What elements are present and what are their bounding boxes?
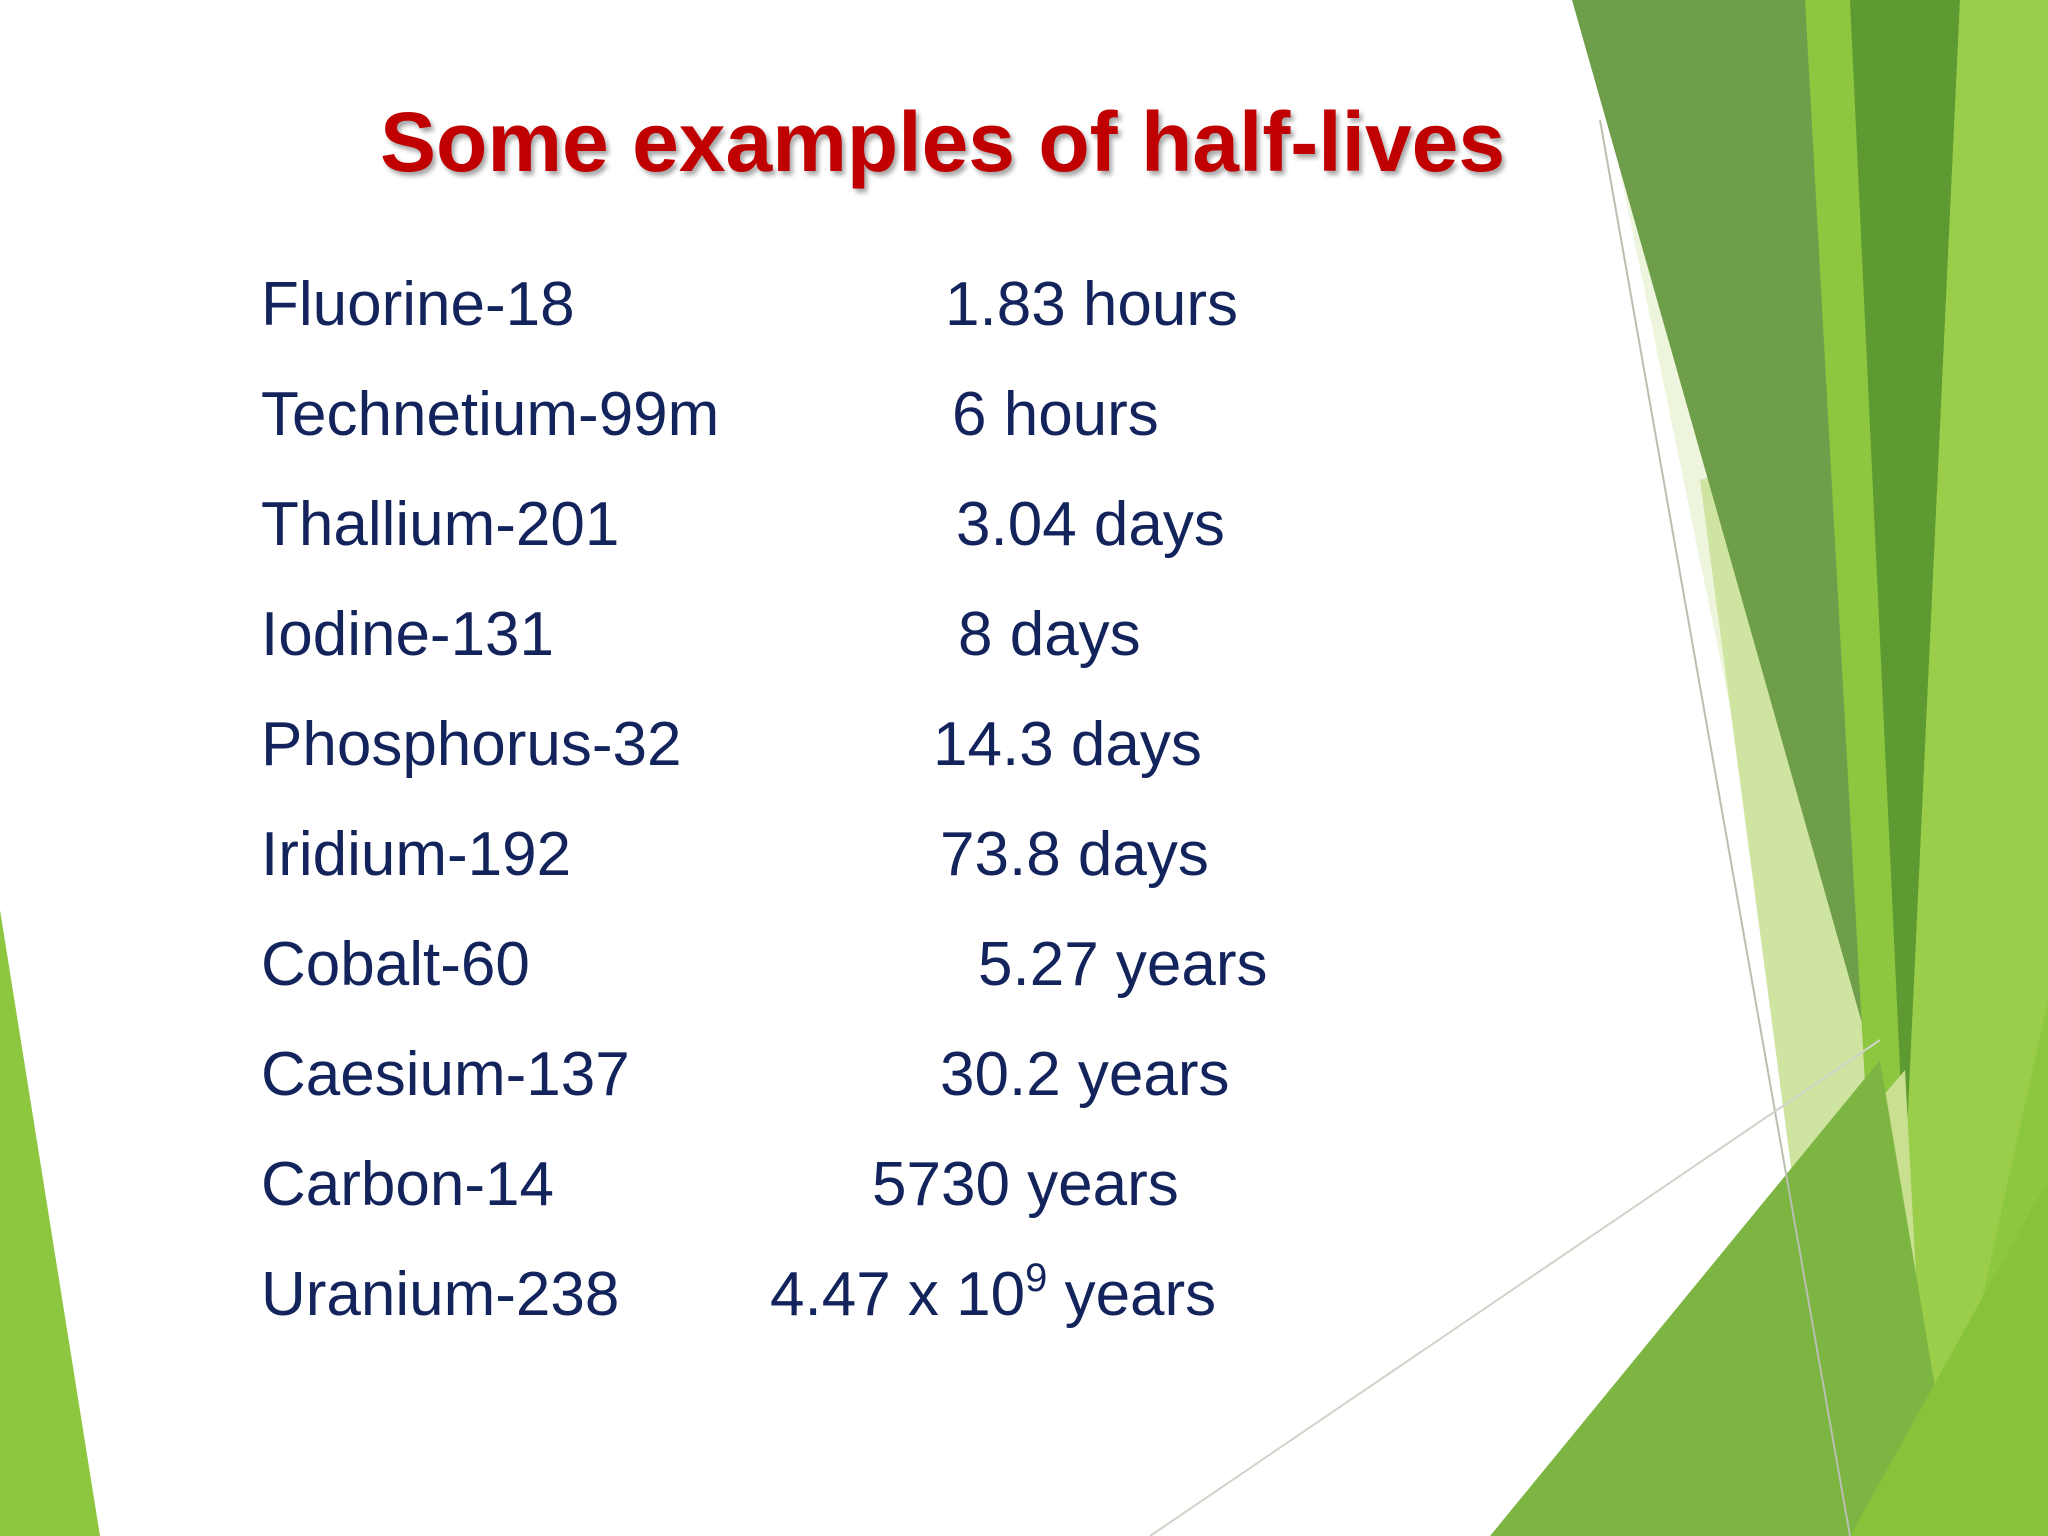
half-life-value: 73.8 days (940, 820, 1209, 889)
half-life-value: 14.3 days (933, 710, 1202, 779)
isotope-name: Fluorine-18 (261, 270, 575, 339)
isotope-name: Thallium-201 (261, 490, 620, 559)
table-row: Uranium-238 4.47 x 109 years (0, 1250, 1400, 1340)
table-row: Thallium-201 3.04 days (0, 480, 1400, 570)
half-life-exponent: 9 (1025, 1256, 1048, 1300)
thin-line-2 (1149, 1039, 1881, 1536)
table-row: Iodine-131 8 days (0, 590, 1400, 680)
isotope-name: Carbon-14 (261, 1150, 554, 1219)
half-life-value: 1.83 hours (945, 270, 1238, 339)
bottom-right-wedge (1850, 1180, 2048, 1536)
table-row: Caesium-137 30.2 years (0, 1030, 1400, 1120)
table-row: Carbon-14 5730 years (0, 1140, 1400, 1230)
half-life-unit: years (1047, 1260, 1217, 1329)
right-lime-strip (1905, 0, 2048, 1536)
bottom-green-wedge (1490, 1060, 1960, 1536)
isotope-name: Iridium-192 (261, 820, 572, 889)
isotope-name: Technetium-99m (261, 380, 720, 449)
table-row: Cobalt-60 5.27 years (0, 920, 1400, 1010)
isotope-name: Uranium-238 (261, 1260, 620, 1329)
half-life-value: 8 days (958, 600, 1141, 669)
isotope-name: Phosphorus-32 (261, 710, 682, 779)
thin-line-1 (1599, 119, 1851, 1536)
slide-title: Some examples of half-lives (380, 95, 1506, 189)
left-green-wedge (0, 910, 100, 1536)
half-life-value: 3.04 days (956, 490, 1225, 559)
half-life-value: 6 hours (952, 380, 1159, 449)
half-life-value: 4.47 x 109 years (770, 1250, 1216, 1340)
half-life-value: 30.2 years (940, 1040, 1230, 1109)
isotope-name: Caesium-137 (261, 1040, 630, 1109)
isotope-name: Cobalt-60 (261, 930, 530, 999)
half-life-value: 5.27 years (978, 930, 1268, 999)
half-life-value: 5730 years (872, 1150, 1179, 1219)
table-row: Phosphorus-32 14.3 days (0, 700, 1400, 790)
half-life-base: 4.47 x 10 (770, 1260, 1026, 1329)
right-mid-strip (1850, 0, 1960, 1175)
table-row: Iridium-192 73.8 days (0, 810, 1400, 900)
table-row: Fluorine-18 1.83 hours (0, 260, 1400, 350)
isotope-name: Iodine-131 (261, 600, 555, 669)
table-row: Technetium-99m 6 hours (0, 370, 1400, 460)
